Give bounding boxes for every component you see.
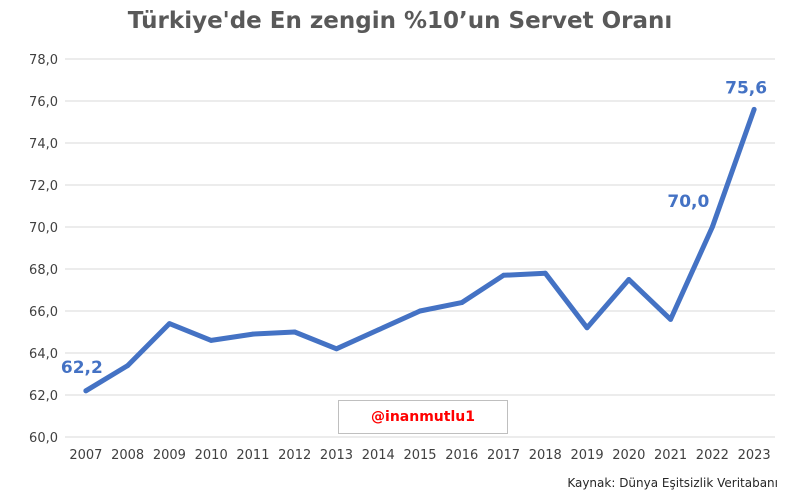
x-tick-label: 2018	[529, 448, 562, 463]
x-tick-label: 2013	[320, 448, 353, 463]
x-tick-label: 2023	[738, 448, 771, 463]
data-point	[83, 388, 89, 394]
data-label: 62,2	[61, 358, 103, 378]
data-point	[709, 224, 715, 230]
x-tick-label: 2014	[362, 448, 395, 463]
x-axis-ticks: 2007 2008 2009 2010 2011 2012 2013 2014 2015 2016…	[69, 448, 770, 463]
data-point	[751, 107, 757, 112]
x-tick-label: 2010	[195, 448, 228, 463]
x-tick-label: 2017	[487, 448, 520, 463]
chart-title: Türkiye'de En zengin %10’un Servet Oranı	[127, 8, 673, 34]
x-tick-label: 2021	[654, 448, 687, 463]
y-axis-ticks: 60,0 62,0 64,0 66,0 68,0 70,0 72,0 74,0 76,0 78,0	[29, 53, 58, 446]
x-tick-label: 2011	[236, 448, 269, 463]
data-point	[668, 317, 673, 322]
data-label: 70,0	[667, 192, 709, 212]
data-point	[250, 331, 256, 337]
y-tick-label: 78,0	[29, 53, 58, 68]
x-tick-label: 2015	[403, 448, 436, 463]
data-labels: 62,2 70,0 75,6	[61, 78, 767, 377]
x-tick-label: 2007	[69, 448, 102, 463]
y-tick-label: 68,0	[29, 263, 58, 278]
data-point	[125, 363, 131, 368]
x-tick-label: 2008	[111, 448, 144, 463]
data-point	[542, 270, 548, 276]
data-point	[501, 272, 506, 278]
data-point	[208, 338, 214, 343]
y-tick-label: 64,0	[29, 347, 58, 362]
data-point	[584, 325, 590, 331]
y-tick-label: 70,0	[29, 221, 58, 236]
source-note: Kaynak: Dünya Eşitsizlik Veritabanı	[567, 476, 778, 490]
x-tick-label: 2012	[278, 448, 311, 463]
data-point	[626, 277, 632, 282]
data-point	[334, 346, 339, 352]
series-line	[83, 106, 757, 394]
y-tick-label: 60,0	[29, 431, 58, 446]
data-point	[167, 321, 172, 326]
x-tick-label: 2009	[153, 448, 186, 463]
grid-lines	[65, 58, 775, 438]
y-tick-label: 66,0	[29, 305, 58, 320]
x-tick-label: 2016	[445, 448, 478, 463]
y-tick-label: 72,0	[29, 179, 58, 194]
series-line	[83, 106, 757, 394]
data-point	[459, 300, 465, 305]
data-point	[292, 329, 298, 335]
watermark-box: @inanmutlu1	[338, 400, 508, 434]
x-tick-label: 2019	[571, 448, 604, 463]
x-tick-label: 2020	[612, 448, 645, 463]
data-point	[417, 308, 423, 314]
y-tick-label: 76,0	[29, 95, 58, 110]
y-tick-label: 74,0	[29, 137, 58, 152]
data-point	[375, 327, 381, 333]
x-tick-label: 2022	[696, 448, 729, 463]
data-label: 75,6	[725, 78, 767, 98]
y-tick-label: 62,0	[29, 389, 58, 404]
